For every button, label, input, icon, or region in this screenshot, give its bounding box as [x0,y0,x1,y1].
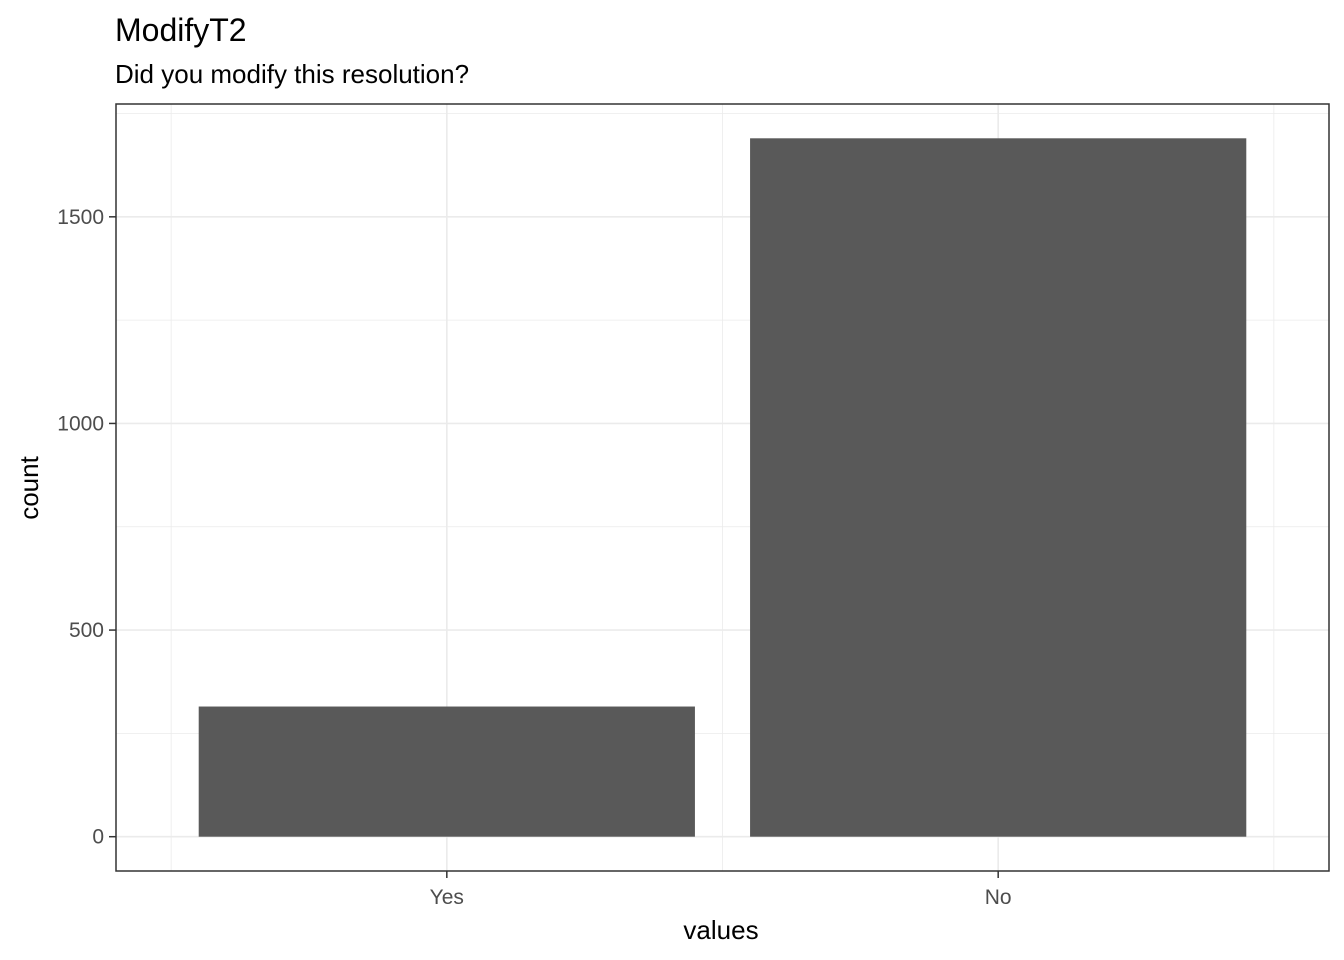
y-axis-title: count [14,455,44,519]
y-tick-label: 1500 [57,206,104,229]
x-tick-label: Yes [430,886,464,909]
chart-subtitle: Did you modify this resolution? [115,59,469,89]
x-axis: Yes No [430,871,1012,909]
y-tick-label: 500 [69,619,104,642]
y-tick-label: 1000 [57,412,104,435]
x-tick-label: No [985,886,1012,909]
y-tick-label: 0 [92,826,104,849]
chart-title: ModifyT2 [115,12,247,48]
y-axis: 0 500 1000 1500 [57,206,116,849]
bar-yes [198,706,695,837]
x-axis-title: values [683,915,758,945]
panel-border [115,103,1330,872]
bar-no [750,138,1247,837]
bars [198,138,1247,837]
